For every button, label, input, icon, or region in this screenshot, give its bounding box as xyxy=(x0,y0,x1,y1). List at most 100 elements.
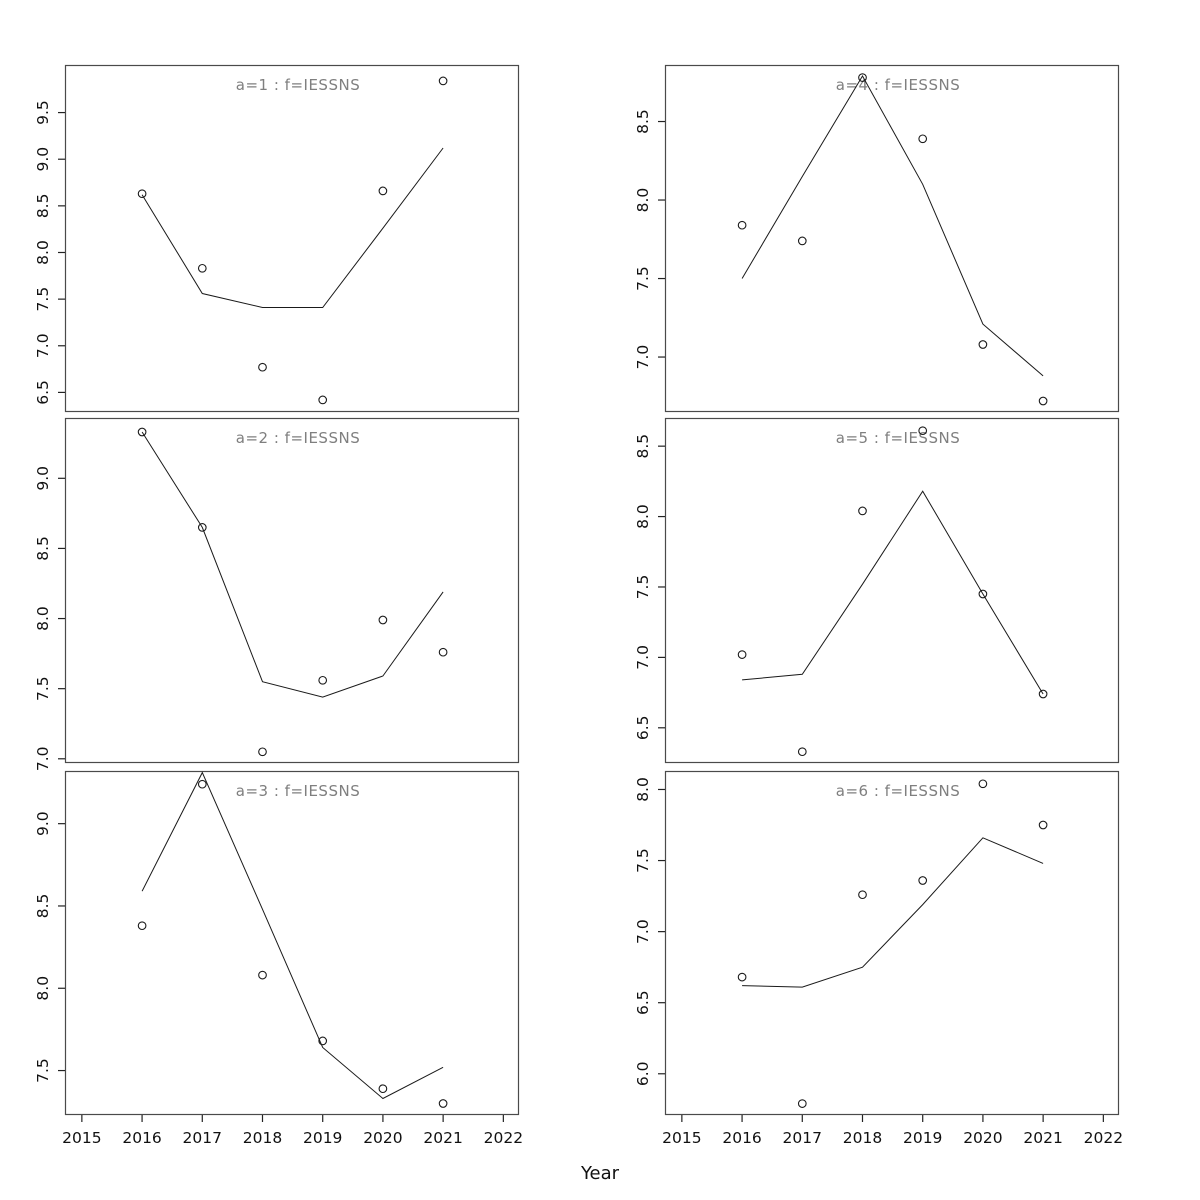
data-point xyxy=(378,1084,388,1094)
y-tick-label: 7.5 xyxy=(34,1058,52,1083)
x-tick-label: 2020 xyxy=(363,1129,402,1147)
panel-a5: a=5 : f=IESSNS 6.5 7.0 7.5 8.0 8.5 xyxy=(634,417,1120,764)
data-point xyxy=(378,615,388,625)
fit-line xyxy=(742,837,1044,988)
y-tick-label: 8.5 xyxy=(634,109,652,134)
data-point xyxy=(258,747,267,757)
panel-a4: a=4 : f=IESSNS 7.0 7.5 8.0 8.5 xyxy=(634,64,1120,413)
data-point xyxy=(438,1099,448,1108)
data-point xyxy=(137,427,147,437)
panel-border xyxy=(664,417,1120,764)
panel-a2: a=2 : f=IESSNS 7.0 7.5 8.0 8.5 9.0 xyxy=(34,417,520,771)
y-tick-label: 8.5 xyxy=(34,536,52,561)
panels-root: a=1 : f=IESSNS 6.5 7.0 7.5 8.0 8.5 9.0 9.5 a=2 :… xyxy=(34,64,1123,1147)
y-axis: 7.5 8.0 8.5 9.0 xyxy=(34,811,65,1083)
data-point xyxy=(378,186,388,196)
y-tick-label: 8.0 xyxy=(634,188,652,213)
data-point xyxy=(137,921,147,931)
panel-title: a=3 : f=IESSNS xyxy=(236,782,360,800)
y-tick-label: 9.5 xyxy=(34,100,52,125)
x-tick-label: 2015 xyxy=(62,1129,101,1147)
data-point xyxy=(1038,820,1048,830)
x-tick-label: 2017 xyxy=(183,1129,222,1147)
y-tick-label: 7.0 xyxy=(634,345,652,370)
data-point xyxy=(197,523,207,532)
fit-line xyxy=(741,74,1044,377)
data-point xyxy=(978,589,988,599)
y-tick-label: 7.0 xyxy=(34,746,52,771)
panel-a1: a=1 : f=IESSNS 6.5 7.0 7.5 8.0 8.5 9.0 9.5 xyxy=(34,64,520,413)
x-axis: 2015 2016 2017 2018 2019 2020 2021 2022 xyxy=(62,1115,523,1147)
x-tick-label: 2018 xyxy=(243,1129,282,1147)
x-tick-label: 2021 xyxy=(423,1129,462,1147)
x-tick-label: 2022 xyxy=(1084,1129,1123,1147)
data-point xyxy=(1038,396,1048,406)
x-tick-label: 2022 xyxy=(484,1129,523,1147)
data-point xyxy=(918,426,928,436)
x-tick-label: 2019 xyxy=(903,1129,942,1147)
panel-border xyxy=(64,64,520,413)
data-point xyxy=(797,747,807,757)
data-point xyxy=(318,675,328,685)
data-point xyxy=(858,506,867,516)
observation-points xyxy=(137,76,448,405)
data-point xyxy=(1038,689,1048,699)
y-tick-label: 7.5 xyxy=(634,266,652,291)
fit-line xyxy=(141,431,444,698)
y-tick-label: 6.0 xyxy=(634,1061,652,1086)
observation-points xyxy=(137,427,448,757)
panel-border xyxy=(664,770,1120,1116)
x-axis-label: Year xyxy=(580,1163,620,1184)
x-tick-label: 2017 xyxy=(783,1129,822,1147)
panel-border xyxy=(664,64,1120,413)
panel-title: a=1 : f=IESSNS xyxy=(236,76,360,94)
panel-title: a=5 : f=IESSNS xyxy=(836,429,960,447)
x-tick-label: 2015 xyxy=(662,1129,701,1147)
y-tick-label: 6.5 xyxy=(34,380,52,405)
y-tick-label: 7.0 xyxy=(634,919,652,944)
data-point xyxy=(858,890,867,900)
panel-title: a=2 : f=IESSNS xyxy=(236,429,360,447)
y-axis: 6.5 7.0 7.5 8.0 8.5 9.0 9.5 xyxy=(34,100,65,405)
data-point xyxy=(978,779,988,789)
data-point xyxy=(737,972,747,982)
data-point xyxy=(318,395,328,405)
y-tick-label: 7.5 xyxy=(34,287,52,312)
observation-points xyxy=(737,426,1048,757)
fit-line xyxy=(141,771,444,1100)
data-point xyxy=(797,236,807,246)
y-tick-label: 6.5 xyxy=(634,990,652,1015)
y-tick-label: 7.5 xyxy=(34,676,52,701)
fit-line xyxy=(141,147,444,308)
fit-line xyxy=(742,490,1044,695)
y-tick-label: 9.0 xyxy=(34,466,52,491)
data-point xyxy=(978,340,988,349)
y-tick-label: 9.0 xyxy=(34,811,52,836)
data-point xyxy=(197,263,207,273)
y-axis: 6.0 6.5 7.0 7.5 8.0 xyxy=(634,777,665,1086)
y-axis: 7.0 7.5 8.0 8.5 9.0 xyxy=(34,466,65,771)
y-tick-label: 7.5 xyxy=(634,848,652,873)
data-point xyxy=(318,1036,328,1046)
data-point xyxy=(737,650,747,659)
y-tick-label: 8.0 xyxy=(34,240,52,265)
panel-border xyxy=(64,417,520,764)
observation-points xyxy=(737,779,1048,1108)
y-tick-label: 8.5 xyxy=(34,894,52,919)
x-tick-label: 2021 xyxy=(1023,1129,1062,1147)
y-axis: 6.5 7.0 7.5 8.0 8.5 xyxy=(634,434,665,740)
x-tick-label: 2019 xyxy=(303,1129,342,1147)
data-point xyxy=(797,1099,807,1108)
y-tick-label: 8.0 xyxy=(34,976,52,1001)
data-point xyxy=(918,876,928,885)
y-tick-label: 8.5 xyxy=(34,194,52,219)
x-tick-label: 2018 xyxy=(843,1129,882,1147)
data-point xyxy=(858,73,867,82)
data-point xyxy=(258,362,267,372)
data-point xyxy=(137,189,147,199)
data-point xyxy=(438,647,448,657)
x-axis: 2015 2016 2017 2018 2019 2020 2021 2022 xyxy=(662,1115,1123,1147)
y-tick-label: 7.0 xyxy=(34,333,52,358)
